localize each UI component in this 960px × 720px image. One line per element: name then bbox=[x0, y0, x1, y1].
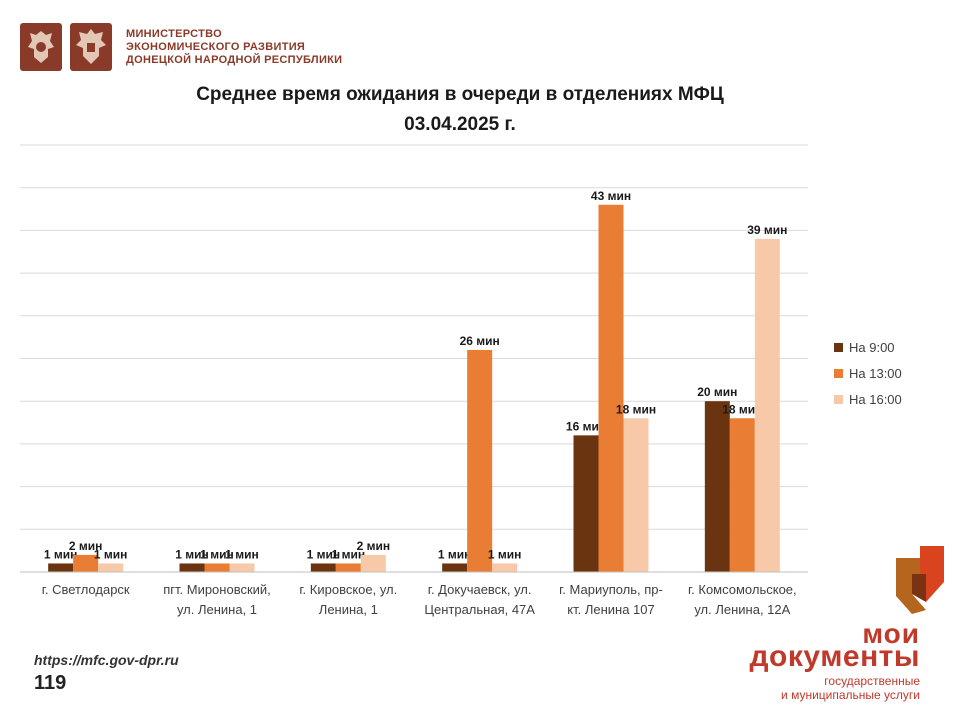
page-number: 119 bbox=[34, 672, 67, 694]
legend-label-13: На 13:00 bbox=[849, 365, 902, 381]
category-label: г. Мариуполь, пр- bbox=[559, 582, 663, 597]
data-label: 2 мин bbox=[69, 539, 103, 553]
category-label: г. Светлодарск bbox=[42, 582, 130, 597]
data-label: 1 мин bbox=[438, 547, 472, 561]
bar bbox=[73, 554, 99, 572]
chart-legend: На 9:00 На 13:00 На 16:00 bbox=[834, 334, 902, 412]
category-label: пгт. Мироновский, bbox=[163, 582, 271, 597]
bar bbox=[360, 554, 386, 572]
data-label: 20 мин bbox=[697, 385, 737, 399]
bar bbox=[729, 418, 755, 572]
bar bbox=[598, 204, 624, 572]
bar bbox=[229, 563, 255, 572]
chart-date: 03.04.2025 г. bbox=[404, 114, 516, 135]
bar bbox=[98, 563, 124, 572]
bar bbox=[204, 563, 230, 572]
brand-line-1: мои bbox=[862, 618, 920, 649]
category-label: Центральная, 47А bbox=[424, 602, 535, 617]
legend-label-9: На 9:00 bbox=[849, 339, 895, 355]
legend-item-16: На 16:00 bbox=[834, 386, 902, 412]
coat-of-arms-russia-icon bbox=[20, 23, 62, 71]
category-label: г. Комсомольское, bbox=[688, 582, 797, 597]
legend-swatch-13 bbox=[834, 368, 843, 378]
data-label: 18 мин bbox=[616, 402, 656, 416]
data-label: 39 мин bbox=[747, 223, 787, 237]
legend-item-13: На 13:00 bbox=[834, 360, 902, 386]
data-label: 1 мин bbox=[175, 547, 209, 561]
bar bbox=[623, 418, 649, 572]
ministry-line-3: ДОНЕЦКОЙ НАРОДНОЙ РЕСПУБЛИКИ bbox=[126, 53, 343, 66]
data-label: 1 мин bbox=[44, 547, 78, 561]
legend-label-16: На 16:00 bbox=[849, 391, 902, 407]
data-label: 18 мин bbox=[722, 402, 762, 416]
bar bbox=[179, 563, 205, 572]
category-label: Ленина, 1 bbox=[319, 602, 378, 617]
bar bbox=[335, 563, 361, 572]
coat-of-arms-dpr-icon bbox=[70, 23, 112, 71]
data-label: 1 мин bbox=[332, 547, 366, 561]
ministry-line-2: ЭКОНОМИЧЕСКОГО РАЗВИТИЯ bbox=[126, 40, 306, 53]
legend-swatch-9 bbox=[834, 342, 843, 352]
website-link[interactable]: https://mfc.gov-dpr.ru bbox=[34, 652, 179, 668]
category-label: ул. Ленина, 1 bbox=[177, 602, 257, 617]
ministry-line-1: МИНИСТЕРСТВО bbox=[126, 27, 222, 40]
data-label: 26 мин bbox=[460, 334, 500, 348]
data-label: 1 мин bbox=[200, 547, 234, 561]
bar bbox=[492, 563, 518, 572]
moi-dokumenty-logo-icon bbox=[896, 546, 944, 614]
category-label: ул. Ленина, 12А bbox=[694, 602, 790, 617]
legend-swatch-16 bbox=[834, 394, 843, 404]
category-label: кт. Ленина 107 bbox=[567, 602, 654, 617]
ministry-name: МИНИСТЕРСТВО ЭКОНОМИЧЕСКОГО РАЗВИТИЯ ДОН… bbox=[126, 28, 342, 67]
legend-item-9: На 9:00 bbox=[834, 334, 902, 360]
bar bbox=[48, 563, 74, 572]
data-label: 43 мин bbox=[591, 189, 631, 203]
bar bbox=[310, 563, 336, 572]
bar bbox=[754, 238, 780, 572]
bar bbox=[442, 563, 468, 572]
category-label: г. Докучаевск, ул. bbox=[428, 582, 532, 597]
data-label: 1 мин bbox=[307, 547, 341, 561]
bar bbox=[573, 435, 599, 572]
bar bbox=[467, 349, 493, 572]
data-label: 1 мин bbox=[225, 547, 259, 561]
data-label: 2 мин bbox=[357, 539, 391, 553]
data-label: 16 мин bbox=[566, 419, 606, 433]
category-label: г. Кировское, ул. bbox=[299, 582, 397, 597]
moi-dokumenty-logo: мои документы государственные и муниципа… bbox=[720, 540, 944, 710]
data-label: 1 мин bbox=[94, 547, 128, 561]
chart-title: Среднее время ожидания в очереди в отдел… bbox=[196, 84, 724, 105]
brand-line-4: и муниципальные услуги bbox=[781, 688, 920, 702]
brand-line-3: государственные bbox=[824, 674, 920, 688]
bar bbox=[704, 401, 730, 572]
data-label: 1 мин bbox=[488, 547, 522, 561]
brand-line-2: документы bbox=[749, 640, 920, 673]
ministry-header: МИНИСТЕРСТВО ЭКОНОМИЧЕСКОГО РАЗВИТИЯ ДОН… bbox=[20, 22, 342, 72]
